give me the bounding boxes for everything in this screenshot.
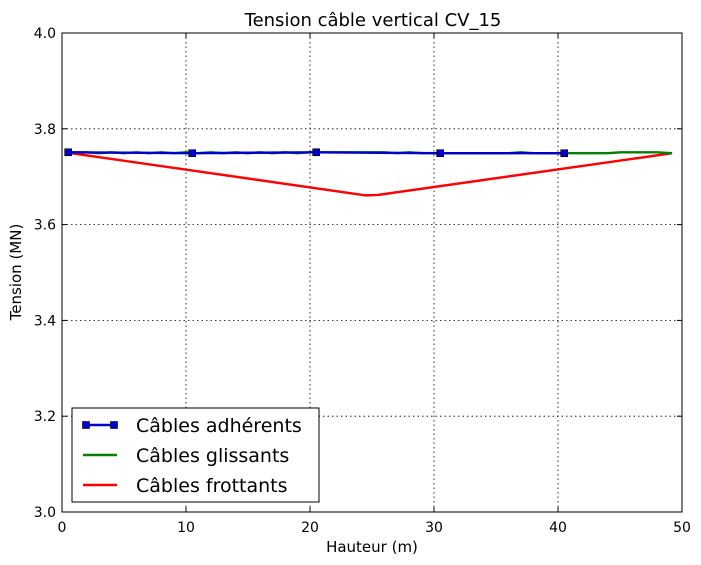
- y-axis-label: Tension (MN): [7, 224, 25, 322]
- y-tick-label: 3.8: [34, 122, 56, 138]
- series-point: [64, 148, 72, 157]
- series-point: [188, 149, 196, 158]
- y-tick-label: 3.4: [34, 313, 56, 329]
- y-tick-label: 3.2: [34, 409, 56, 425]
- legend-label: Câbles frottants: [136, 475, 288, 497]
- legend: Câbles adhérents Câbles glissants Câbles f…: [71, 407, 320, 503]
- x-axis-label: Hauteur (m): [326, 538, 418, 556]
- y-tick-label: 4.0: [34, 26, 56, 42]
- x-tick-label: 50: [673, 520, 691, 536]
- legend-label: Câbles adhérents: [136, 415, 302, 437]
- grid: [62, 33, 682, 512]
- y-tick-label: 3.0: [34, 505, 56, 521]
- series-point: [436, 149, 445, 158]
- legend-marker: [110, 421, 118, 429]
- x-tick-label: 20: [301, 520, 319, 536]
- chart-title: Tension câble vertical CV_15: [244, 10, 502, 31]
- x-tick-label: 0: [58, 520, 67, 536]
- y-tick-label: 3.6: [34, 218, 56, 234]
- legend-label: Câbles glissants: [136, 445, 289, 467]
- ticks: 0 10 20 30 40 50 3.0 3.2 3.4 3.6 3.8 4.0: [34, 26, 691, 536]
- series-layer: [64, 148, 673, 197]
- x-tick-label: 40: [549, 520, 567, 536]
- series-point: [560, 149, 569, 158]
- x-tick-label: 10: [177, 520, 195, 536]
- x-tick-label: 30: [425, 520, 443, 536]
- series-point: [312, 148, 321, 157]
- plot-frame: [61, 32, 683, 513]
- series-line: [68, 151, 673, 197]
- legend-marker: [82, 421, 90, 429]
